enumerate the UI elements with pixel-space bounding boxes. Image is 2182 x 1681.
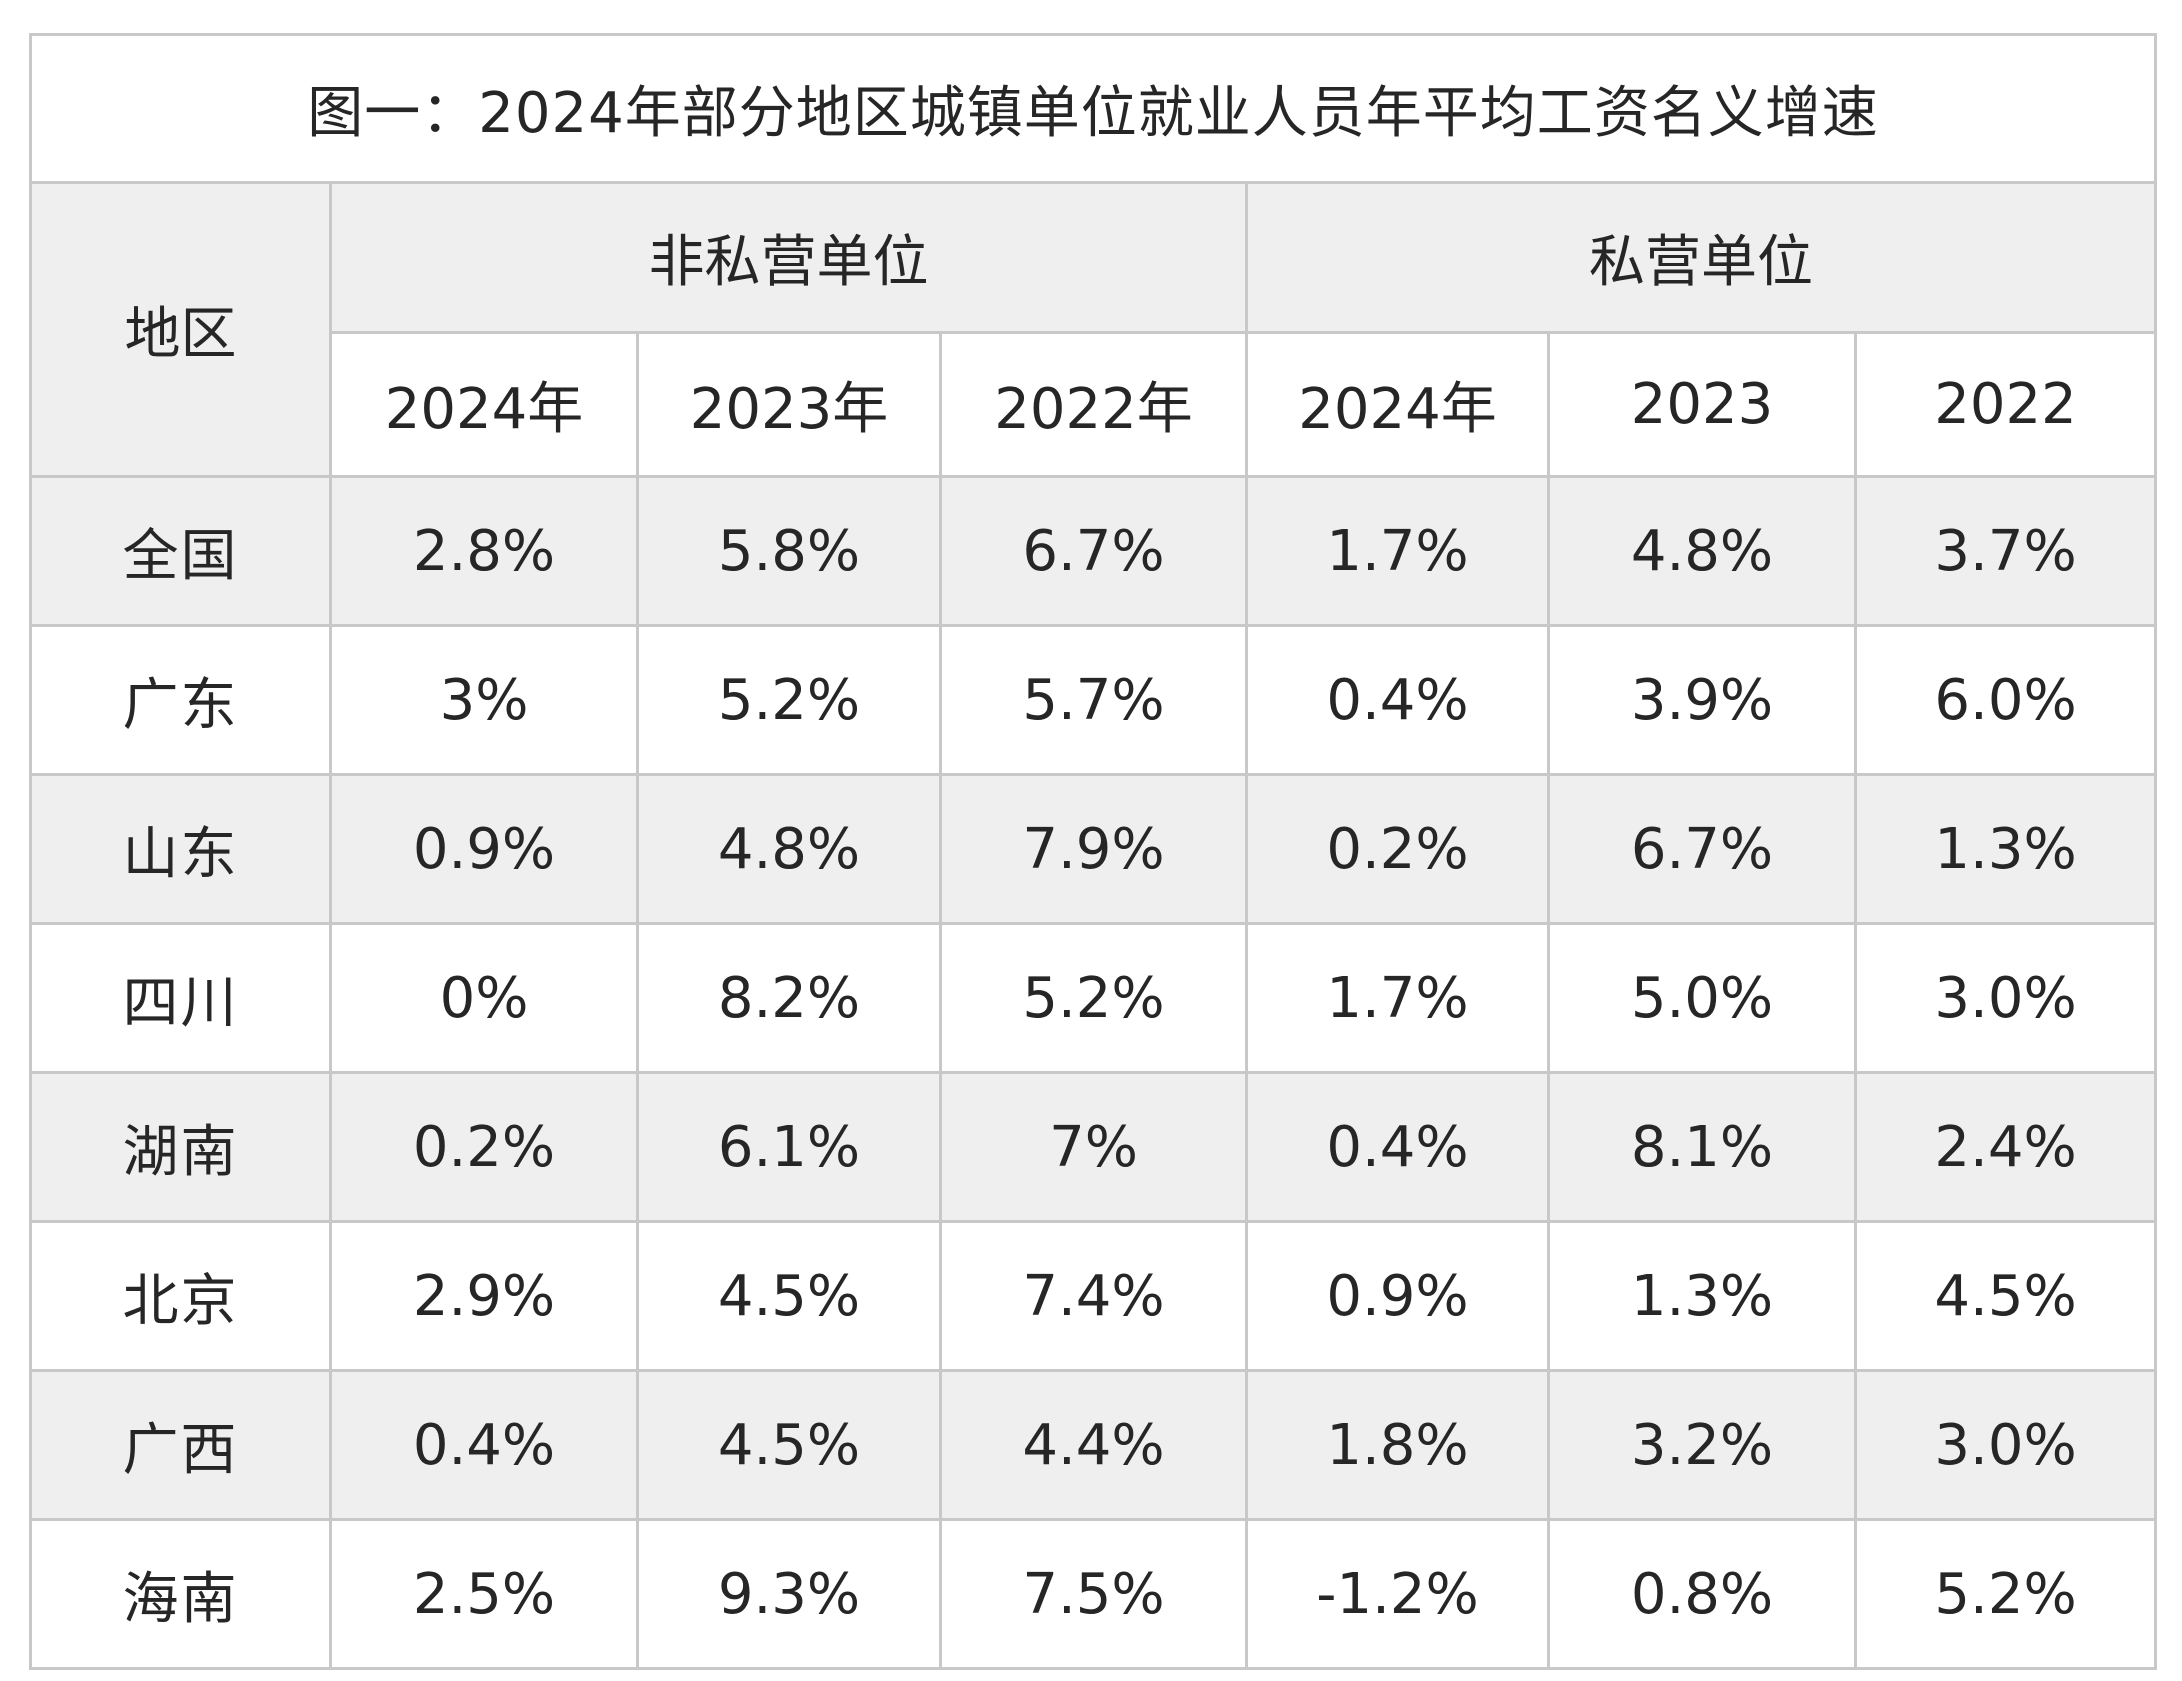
- year-header-private-2024: 2024年: [1245, 331, 1550, 478]
- value-cell: 0.4%: [329, 1369, 639, 1521]
- value-cell: 8.1%: [1547, 1071, 1857, 1223]
- value-cell: 6.7%: [1547, 773, 1857, 925]
- value-cell: 3.0%: [1853, 1369, 2158, 1521]
- region-column-header: 地区: [29, 181, 332, 478]
- value-cell: 0.2%: [329, 1071, 639, 1223]
- table-title: 图一：2024年部分地区城镇单位就业人员年平均工资名义增速: [28, 33, 2158, 184]
- value-cell: 4.8%: [1547, 475, 1857, 627]
- value-cell: 4.5%: [636, 1220, 942, 1372]
- value-cell: 0.9%: [1245, 1220, 1550, 1372]
- value-cell: 3.2%: [1547, 1369, 1857, 1521]
- table-row: 广东 3% 5.2% 5.7% 0.4% 3.9% 6.0%: [29, 624, 2158, 776]
- value-cell: 6.7%: [939, 475, 1248, 627]
- table-row: 北京 2.9% 4.5% 7.4% 0.9% 1.3% 4.5%: [29, 1220, 2158, 1372]
- value-cell: 1.7%: [1245, 922, 1550, 1074]
- value-cell: 5.2%: [1853, 1518, 2158, 1670]
- region-cell: 海南: [29, 1518, 332, 1670]
- table-row: 四川 0% 8.2% 5.2% 1.7% 5.0% 3.0%: [29, 922, 2158, 1074]
- value-cell: 2.5%: [329, 1518, 639, 1670]
- value-cell: 3.9%: [1547, 624, 1857, 776]
- nonprivate-group-header: 非私营单位: [329, 181, 1248, 334]
- table-row: 山东 0.9% 4.8% 7.9% 0.2% 6.7% 1.3%: [29, 773, 2158, 925]
- private-group-header: 私营单位: [1244, 181, 2158, 334]
- value-cell: 0.2%: [1245, 773, 1550, 925]
- value-cell: 3.0%: [1853, 922, 2158, 1074]
- value-cell: 7.4%: [939, 1220, 1248, 1372]
- value-cell: 5.7%: [939, 624, 1248, 776]
- region-cell: 广西: [29, 1369, 332, 1521]
- value-cell: 2.9%: [329, 1220, 639, 1372]
- value-cell: 4.5%: [1853, 1220, 2158, 1372]
- table-row: 广西 0.4% 4.5% 4.4% 1.8% 3.2% 3.0%: [29, 1369, 2158, 1521]
- value-cell: 8.2%: [636, 922, 942, 1074]
- value-cell: 0.9%: [329, 773, 639, 925]
- value-cell: 3%: [329, 624, 639, 776]
- table-row: 湖南 0.2% 6.1% 7% 0.4% 8.1% 2.4%: [29, 1071, 2158, 1223]
- value-cell: 5.2%: [939, 922, 1248, 1074]
- value-cell: 1.3%: [1547, 1220, 1857, 1372]
- value-cell: 2.8%: [329, 475, 639, 627]
- table-row: 海南 2.5% 9.3% 7.5% -1.2% 0.8% 5.2%: [29, 1518, 2158, 1670]
- value-cell: 5.8%: [636, 475, 942, 627]
- wage-growth-table: 图一：2024年部分地区城镇单位就业人员年平均工资名义增速 地区 非私营单位 私…: [28, 33, 2158, 1670]
- region-cell: 全国: [29, 475, 332, 627]
- year-header-nonprivate-2024: 2024年: [329, 331, 639, 478]
- value-cell: 0.4%: [1245, 1071, 1550, 1223]
- region-cell: 四川: [29, 922, 332, 1074]
- value-cell: 6.1%: [636, 1071, 942, 1223]
- value-cell: 1.7%: [1245, 475, 1550, 627]
- value-cell: 4.5%: [636, 1369, 942, 1521]
- value-cell: 0.4%: [1245, 624, 1550, 776]
- region-cell: 湖南: [29, 1071, 332, 1223]
- value-cell: 5.2%: [636, 624, 942, 776]
- table-row: 全国 2.8% 5.8% 6.7% 1.7% 4.8% 3.7%: [29, 475, 2158, 627]
- region-cell: 山东: [29, 773, 332, 925]
- value-cell: 2.4%: [1853, 1071, 2158, 1223]
- year-header-private-2022: 2022: [1853, 331, 2158, 478]
- value-cell: 7.5%: [939, 1518, 1248, 1670]
- value-cell: 4.4%: [939, 1369, 1248, 1521]
- wage-growth-table-container: 图一：2024年部分地区城镇单位就业人员年平均工资名义增速 地区 非私营单位 私…: [28, 33, 2158, 1670]
- value-cell: 9.3%: [636, 1518, 942, 1670]
- value-cell: 7%: [939, 1071, 1248, 1223]
- value-cell: 0%: [329, 922, 639, 1074]
- year-header-nonprivate-2022: 2022年: [939, 331, 1248, 478]
- value-cell: 1.3%: [1853, 773, 2158, 925]
- value-cell: 7.9%: [939, 773, 1248, 925]
- region-cell: 北京: [29, 1220, 332, 1372]
- value-cell: -1.2%: [1245, 1518, 1550, 1670]
- value-cell: 4.8%: [636, 773, 942, 925]
- value-cell: 5.0%: [1547, 922, 1857, 1074]
- region-cell: 广东: [29, 624, 332, 776]
- year-header-private-2023: 2023: [1547, 331, 1857, 478]
- value-cell: 1.8%: [1245, 1369, 1550, 1521]
- value-cell: 6.0%: [1853, 624, 2158, 776]
- value-cell: 3.7%: [1853, 475, 2158, 627]
- value-cell: 0.8%: [1547, 1518, 1857, 1670]
- year-header-nonprivate-2023: 2023年: [636, 331, 942, 478]
